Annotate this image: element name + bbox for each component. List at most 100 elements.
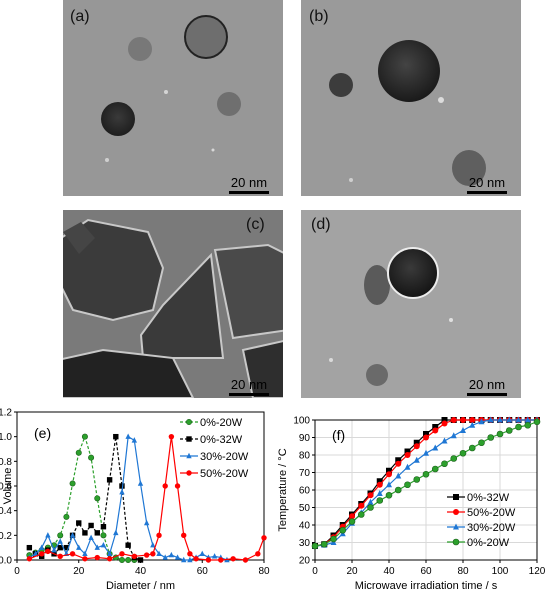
data-point [193, 556, 199, 562]
data-point [174, 483, 181, 489]
panel-label-c: (c) [246, 216, 265, 233]
scale-bar-line-a [229, 191, 269, 194]
x-tick-label: 100 [492, 566, 509, 577]
data-point [106, 477, 113, 483]
data-point [395, 472, 402, 479]
data-point [150, 542, 156, 548]
x-tick-label: 0 [14, 566, 20, 577]
data-point [137, 480, 144, 486]
data-point [339, 526, 347, 534]
data-point [118, 557, 125, 564]
y-tick-label: 0.2 [0, 531, 12, 542]
y-tick-label: 0.6 [0, 482, 12, 493]
data-point [137, 557, 144, 563]
legend-marker [186, 470, 192, 476]
data-point [469, 417, 476, 423]
data-point [39, 544, 45, 550]
y-tick-label: 90 [299, 433, 311, 444]
data-point [119, 483, 125, 489]
data-point [450, 432, 457, 439]
legend-label: 0%-20W [467, 537, 510, 549]
legend-marker [186, 418, 193, 425]
data-point [131, 553, 138, 559]
legend-label: 0%-32W [200, 434, 243, 446]
data-point [404, 463, 411, 470]
data-point [94, 544, 100, 550]
data-point [69, 532, 76, 538]
x-tick-label: 80 [457, 566, 469, 577]
data-point [218, 557, 224, 563]
data-point [143, 519, 150, 526]
data-point [357, 511, 365, 518]
series-50%-20W [26, 433, 267, 563]
legend-label: 50%-20W [200, 468, 249, 480]
scale-bar-line-b [467, 191, 507, 194]
data-point [76, 544, 82, 550]
data-point [413, 476, 421, 483]
y-tick-label: 40 [299, 521, 311, 532]
data-point [162, 483, 168, 489]
data-point [174, 554, 181, 560]
data-point [32, 550, 39, 557]
data-point [125, 557, 132, 564]
data-point [349, 513, 355, 520]
y-tick-label: 0.8 [0, 457, 12, 468]
data-point [487, 434, 495, 441]
data-point [100, 524, 107, 530]
data-point [413, 456, 420, 463]
data-point [505, 427, 513, 434]
data-point [496, 430, 504, 438]
panel-label-d: (d) [311, 216, 331, 233]
data-point [320, 540, 328, 548]
data-point [82, 550, 88, 557]
data-point [468, 444, 476, 452]
data-point [82, 530, 88, 536]
y-tick-label: 60 [299, 486, 311, 497]
data-point [441, 460, 448, 468]
data-point [386, 481, 392, 488]
data-point [404, 452, 411, 458]
data-point [376, 478, 383, 485]
data-point [423, 434, 429, 441]
tem-image-d [301, 210, 521, 398]
data-point [432, 444, 439, 451]
panel-label-a: (a) [70, 8, 90, 25]
y-tick-label: 50 [299, 503, 311, 514]
data-point [432, 427, 439, 434]
data-point [211, 553, 218, 559]
scale-bar-label-a: 20 nm [230, 175, 268, 190]
data-point [131, 437, 138, 443]
data-point [181, 556, 187, 563]
y-tick-label: 70 [299, 468, 311, 479]
data-point [413, 439, 420, 446]
data-point [57, 544, 63, 551]
data-point [348, 518, 356, 525]
data-point [100, 532, 107, 539]
legend-label: 30%-20W [467, 522, 516, 534]
x-axis-label: Diameter / nm [106, 580, 175, 592]
legend-marker [452, 538, 460, 546]
data-point [460, 427, 466, 433]
x-tick-label: 120 [529, 566, 546, 577]
data-point [119, 551, 125, 557]
y-axis-label: Temperature / °C [277, 448, 289, 531]
legend-label: 50%-20W [467, 507, 516, 519]
data-point [330, 535, 337, 543]
chart-size-distribution: 0 20 40 60 80 0.0 0.2 0.4 0.6 0.8 1.0 1.2 Diameter /… [0, 408, 270, 593]
data-point [76, 520, 82, 526]
data-point [413, 443, 420, 450]
data-point [94, 530, 100, 536]
data-point [205, 557, 212, 563]
data-point [57, 532, 64, 539]
data-point [242, 557, 249, 563]
data-point [230, 556, 236, 562]
x-tick-label: 40 [383, 566, 395, 577]
data-point [261, 535, 267, 541]
data-point [187, 556, 193, 563]
panel-label: (e) [34, 425, 51, 441]
series-0%-20W [311, 418, 541, 550]
data-point [125, 542, 131, 548]
data-point [441, 417, 448, 423]
data-point [94, 554, 100, 561]
legend-marker [186, 452, 192, 459]
